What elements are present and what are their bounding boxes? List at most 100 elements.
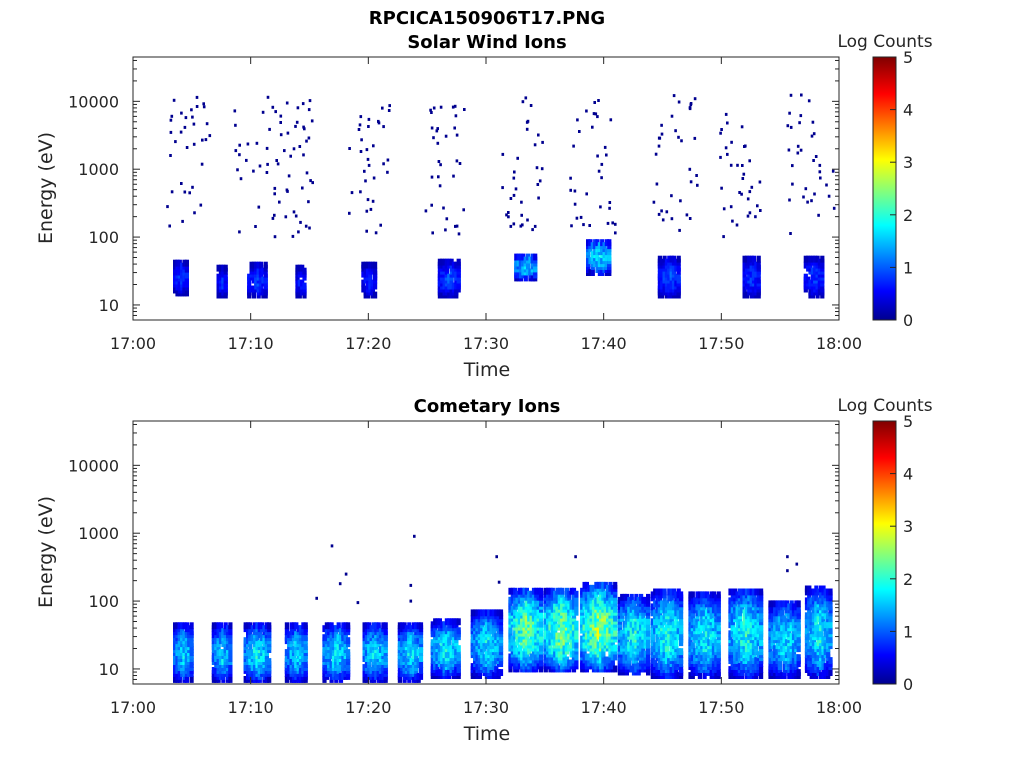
count-cell xyxy=(437,654,442,662)
count-cell xyxy=(336,622,341,630)
count-cell xyxy=(751,270,757,278)
count-cell xyxy=(331,625,337,633)
count-cell xyxy=(475,639,480,647)
count-cell xyxy=(182,646,187,653)
count-point xyxy=(254,225,257,228)
count-cell xyxy=(334,649,339,656)
count-cell xyxy=(534,614,539,622)
count-cell xyxy=(409,658,414,665)
count-point xyxy=(513,170,516,174)
count-cell xyxy=(807,660,812,667)
count-cell xyxy=(773,645,778,653)
count-cell xyxy=(669,594,674,602)
count-cell xyxy=(587,596,592,604)
count-cell xyxy=(674,639,679,647)
count-cell xyxy=(543,611,548,619)
count-cell xyxy=(716,642,721,650)
count-point xyxy=(188,191,191,195)
count-cell xyxy=(759,639,764,647)
count-cell xyxy=(620,593,625,601)
count-cell xyxy=(182,664,187,671)
count-cell xyxy=(641,647,646,655)
count-point xyxy=(742,172,746,176)
count-cell xyxy=(600,269,605,276)
count-cell xyxy=(580,587,585,595)
count-cell xyxy=(228,676,233,683)
count-point xyxy=(278,200,281,204)
count-cell xyxy=(543,602,548,610)
count-point xyxy=(367,117,371,121)
count-cell xyxy=(662,606,667,614)
count-cell xyxy=(287,652,292,659)
count-cell xyxy=(247,273,252,281)
count-cell xyxy=(756,651,761,659)
count-cell xyxy=(740,588,745,596)
count-cell xyxy=(749,291,754,299)
count-point xyxy=(533,143,537,147)
count-cell xyxy=(639,593,644,601)
count-cell xyxy=(496,645,501,653)
count-cell xyxy=(550,602,555,610)
count-cell xyxy=(247,282,252,290)
count-cell xyxy=(569,587,574,595)
count-cell xyxy=(248,622,253,630)
count-cell xyxy=(376,622,381,630)
count-cell xyxy=(584,602,589,610)
count-point xyxy=(831,169,835,173)
count-cell xyxy=(660,588,665,596)
count-cell xyxy=(491,660,497,667)
count-cell xyxy=(571,641,577,649)
count-cell xyxy=(447,663,452,670)
count-point xyxy=(234,123,237,127)
count-point xyxy=(169,118,173,122)
count-cell xyxy=(289,628,294,636)
count-point xyxy=(307,108,311,112)
count-cell xyxy=(655,603,660,611)
count-point xyxy=(239,177,243,181)
count-point xyxy=(512,176,516,180)
count-cell xyxy=(284,676,289,683)
count-cell xyxy=(735,621,740,629)
count-cell xyxy=(524,587,529,595)
count-point xyxy=(183,125,187,129)
count-point xyxy=(462,208,465,212)
count-cell xyxy=(646,647,651,655)
count-cell xyxy=(513,587,518,595)
count-cell xyxy=(250,625,255,633)
count-cell xyxy=(302,267,307,275)
count-cell xyxy=(601,620,606,628)
count-cell xyxy=(246,637,251,645)
count-point xyxy=(818,163,822,167)
count-cell xyxy=(604,239,609,247)
count-cell xyxy=(662,270,667,278)
count-cell xyxy=(371,652,377,659)
count-cell xyxy=(627,641,632,649)
count-cell xyxy=(496,669,501,676)
count-point xyxy=(516,156,519,160)
count-cell xyxy=(695,591,700,599)
count-point xyxy=(180,182,183,185)
sparse-counts xyxy=(719,112,762,239)
count-cell xyxy=(546,593,551,601)
count-burst xyxy=(247,261,268,299)
count-cell xyxy=(742,609,747,617)
count-cell xyxy=(714,603,719,611)
count-cell xyxy=(607,239,612,247)
count-cell xyxy=(175,664,180,671)
count-point xyxy=(453,104,457,108)
figure-title: RPCICA150906T17.PNG xyxy=(369,8,605,29)
count-point xyxy=(200,162,204,166)
count-cell xyxy=(440,258,445,266)
count-cell xyxy=(407,631,412,639)
count-cell xyxy=(587,617,592,625)
count-cell xyxy=(456,258,461,266)
count-cell xyxy=(447,651,452,659)
count-cell xyxy=(246,622,251,630)
count-cell xyxy=(367,622,372,630)
count-cell xyxy=(298,643,304,651)
count-cell xyxy=(562,632,567,640)
count-point xyxy=(382,125,385,129)
count-cell xyxy=(775,624,780,632)
count-cell xyxy=(482,609,487,617)
count-cell xyxy=(187,640,192,648)
